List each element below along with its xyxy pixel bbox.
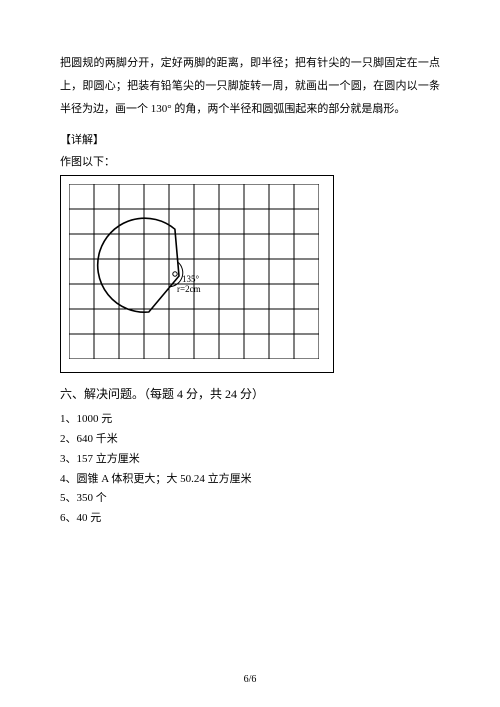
answer-item: 6、40 元 (60, 509, 440, 529)
figure-caption: 作图以下： (60, 153, 440, 169)
page-number: 6/6 (0, 674, 500, 685)
answer-item: 5、350 个 (60, 489, 440, 509)
intro-paragraph: 把圆规的两脚分开，定好两脚的距离，即半径；把有针尖的一只脚固定在一点上，即圆心；… (60, 52, 440, 121)
answer-item: 1、1000 元 (60, 410, 440, 430)
section-6-heading: 六、解决问题。（每题 4 分，共 24 分） (60, 385, 440, 402)
svg-text:135°: 135° (182, 274, 200, 284)
answer-item: 2、640 千米 (60, 430, 440, 450)
detail-label: 【详解】 (60, 131, 440, 147)
diagram-inner: 135°r=2cm (61, 176, 333, 372)
diagram-frame: 135°r=2cm (60, 175, 334, 373)
answer-list: 1、1000 元2、640 千米3、157 立方厘米4、圆锥 A 体积更大；大 … (60, 410, 440, 529)
svg-text:r=2cm: r=2cm (177, 284, 201, 294)
sector-diagram: 135°r=2cm (69, 184, 319, 359)
answer-item: 4、圆锥 A 体积更大；大 50.24 立方厘米 (60, 470, 440, 490)
answer-item: 3、157 立方厘米 (60, 450, 440, 470)
